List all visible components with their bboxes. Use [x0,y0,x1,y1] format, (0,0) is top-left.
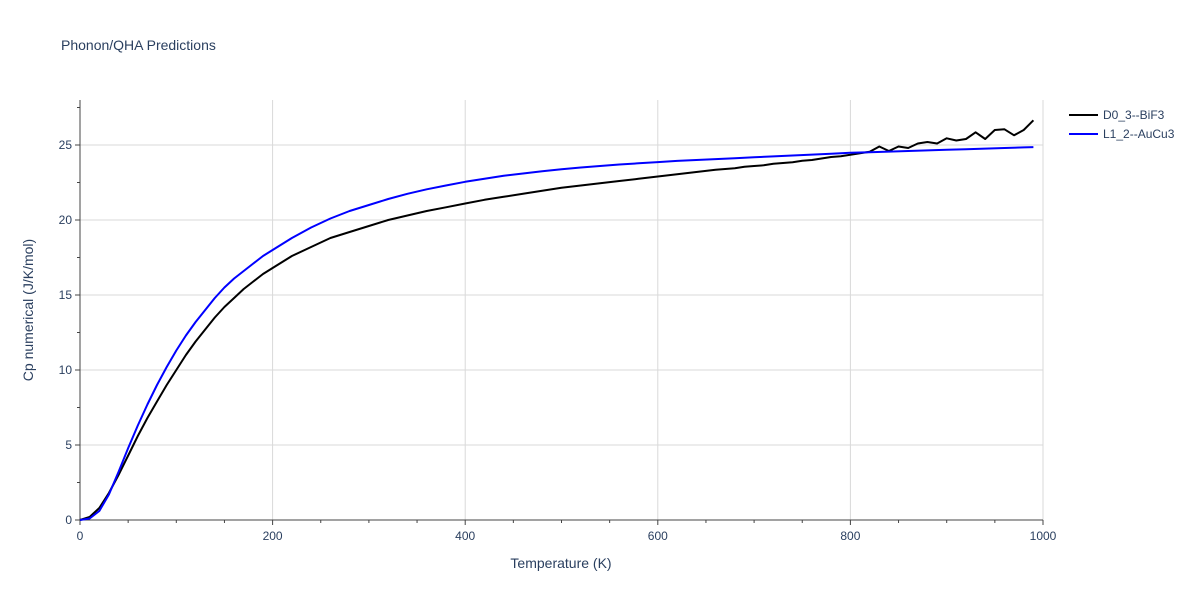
x-tick-label: 800 [840,529,860,543]
x-axis-title: Temperature (K) [510,555,611,571]
axes: 0 200 400 600 800 1000 0 5 10 15 20 25 [59,100,1057,543]
series-line-2 [79,146,1034,521]
legend-label: L1_2--AuCu3 [1103,127,1175,141]
y-tick-label: 10 [59,363,73,377]
x-tick-label: 400 [455,529,475,543]
x-tick-label: 1000 [1030,529,1057,543]
x-tick-label: 600 [648,529,668,543]
y-tick-label: 20 [59,213,73,227]
legend-item-1[interactable]: D0_3--BiF3 [1069,108,1165,122]
y-tick-label: 0 [65,513,72,527]
x-tick-label: 200 [263,529,283,543]
legend-item-2[interactable]: L1_2--AuCu3 [1069,127,1175,141]
series-group [79,119,1035,521]
legend[interactable]: D0_3--BiF3 L1_2--AuCu3 [1069,108,1175,141]
grid [80,100,1044,520]
y-tick-label: 5 [65,438,72,452]
legend-label: D0_3--BiF3 [1103,108,1165,122]
y-tick-label: 15 [59,288,73,302]
y-tick-label: 25 [59,138,73,152]
series-line-1 [79,119,1035,521]
x-tick-label: 0 [77,529,84,543]
chart-title: Phonon/QHA Predictions [61,37,216,53]
y-axis-title: Cp numerical (J/K/mol) [20,239,36,381]
